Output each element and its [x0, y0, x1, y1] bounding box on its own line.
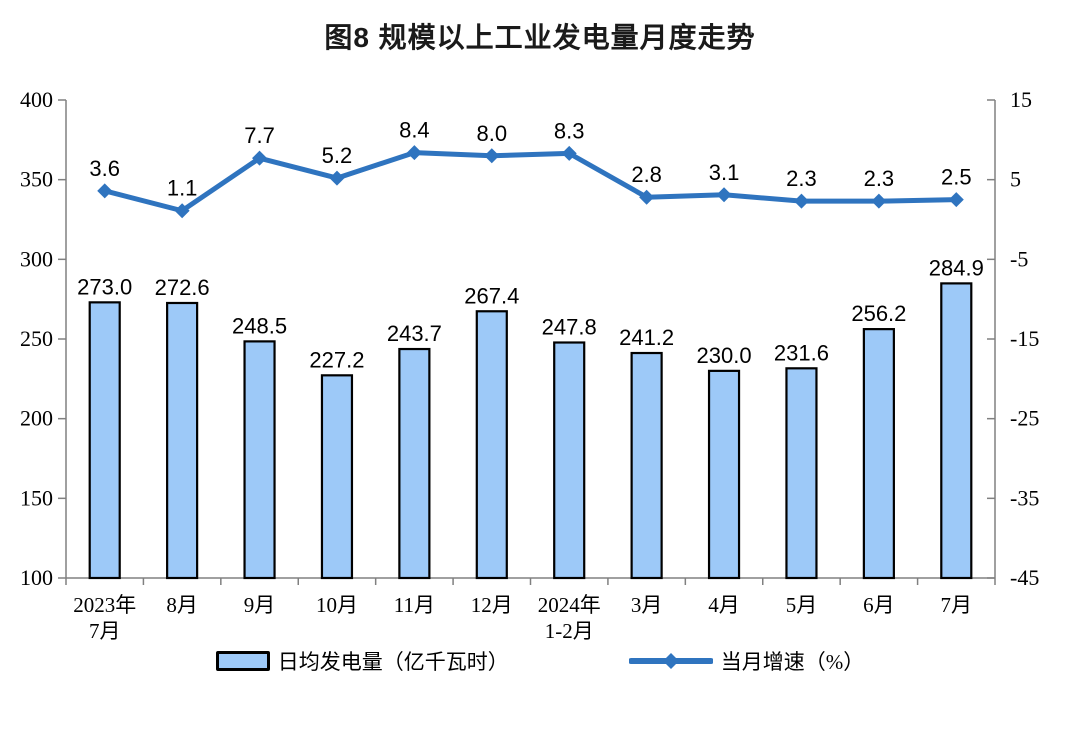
line-point-marker — [871, 193, 887, 209]
chart-title: 图8 规模以上工业发电量月度走势 — [324, 22, 756, 53]
x-category-label: 9月 — [244, 593, 276, 617]
x-category-label: 6月 — [863, 593, 895, 617]
right-axis-tick-label: -35 — [1010, 485, 1039, 510]
bar — [862, 328, 895, 580]
x-category-label: 4月 — [708, 593, 740, 617]
right-axis-tick-label: -15 — [1010, 326, 1039, 351]
bar — [630, 351, 663, 580]
line-point-marker — [793, 193, 809, 209]
x-category-label: 10月 — [316, 593, 358, 617]
bar-value-label: 284.9 — [929, 255, 984, 280]
line-point-marker — [329, 170, 345, 186]
left-axis-tick-label: 150 — [20, 485, 53, 510]
bar-value-label: 231.6 — [774, 340, 829, 365]
legend-bar-label: 日均发电量（亿千瓦时） — [277, 650, 509, 674]
line-point-marker — [174, 203, 190, 219]
bar-value-label: 272.6 — [155, 275, 210, 300]
chart-legend: 日均发电量（亿千瓦时） 当月增速（%） — [0, 646, 1080, 676]
line-point-marker — [948, 192, 964, 208]
bar — [166, 301, 199, 580]
bar — [320, 374, 354, 580]
line-value-label: 2.5 — [941, 165, 972, 190]
x-category-label: 7月 — [941, 593, 973, 617]
growth-line — [102, 150, 959, 214]
bar-value-label: 243.7 — [387, 321, 442, 346]
line-point-marker — [97, 183, 113, 199]
left-axis-tick-label: 100 — [20, 565, 53, 590]
line-value-label: 2.3 — [786, 166, 817, 191]
bar-value-label: 247.8 — [542, 315, 597, 340]
x-category-label: 12月 — [471, 593, 513, 617]
right-axis-tick-label: 15 — [1010, 87, 1032, 112]
line-point-marker — [406, 145, 422, 161]
x-category-label: 2023年 — [73, 593, 136, 617]
bar — [553, 341, 586, 580]
right-axis-tick-label: -25 — [1010, 406, 1039, 431]
bar-value-label: 267.4 — [464, 283, 519, 308]
left-axis-tick-label: 350 — [20, 167, 53, 192]
line-value-label: 8.0 — [476, 121, 507, 146]
bar — [707, 369, 741, 580]
right-axis-tick-label: -5 — [1010, 246, 1028, 271]
line-value-label: 7.7 — [244, 123, 275, 148]
right-axis-tick-label: 5 — [1010, 167, 1021, 192]
bar-value-label: 227.2 — [309, 347, 364, 372]
line-value-label: 2.3 — [864, 166, 895, 191]
bar — [88, 301, 121, 580]
left-axis-tick-label: 200 — [20, 406, 53, 431]
x-category-label: 8月 — [166, 593, 198, 617]
bar — [785, 367, 818, 580]
legend-line-label: 当月增速（%） — [720, 650, 865, 674]
line-value-label: 8.4 — [399, 118, 430, 143]
line-value-label: 5.2 — [322, 143, 353, 168]
line-value-label: 3.1 — [709, 160, 740, 185]
line-marker-swatch-icon — [628, 653, 713, 669]
line-point-marker — [252, 150, 268, 166]
bar — [475, 310, 508, 580]
bar-value-label: 256.2 — [851, 301, 906, 326]
line-point-marker — [561, 145, 577, 161]
right-axis-tick-label: -45 — [1010, 565, 1039, 590]
line-point-marker — [484, 148, 500, 164]
x-category-label: 3月 — [631, 593, 663, 617]
legend-item-line: 当月增速（%） — [628, 646, 865, 676]
x-category-label: 7月 — [89, 619, 121, 640]
line-value-label: 1.1 — [167, 176, 198, 201]
line-point-marker — [716, 187, 732, 203]
line-value-label: 3.6 — [89, 156, 120, 181]
bar — [398, 347, 431, 580]
chart-canvas: 400 350 300 250 200 150 100 15 5 -5 -15 -25 -35 -45 20… — [20, 87, 1039, 640]
bar — [940, 282, 973, 580]
bar-value-label: 273.0 — [77, 274, 132, 299]
x-category-label: 11月 — [394, 593, 435, 617]
x-category-label: 2024年 — [538, 593, 601, 617]
line-point-marker — [639, 189, 655, 205]
bar-value-label: 230.0 — [697, 343, 752, 368]
left-axis-tick-label: 400 — [20, 87, 53, 112]
bar-value-label: 248.5 — [232, 313, 287, 338]
bar-swatch-icon — [215, 651, 270, 671]
line-value-label: 2.8 — [631, 162, 662, 187]
bar — [243, 340, 276, 580]
x-category-label: 1-2月 — [545, 619, 594, 640]
x-category-label: 5月 — [786, 593, 818, 617]
legend-item-bar: 日均发电量（亿千瓦时） — [215, 646, 509, 676]
left-axis-tick-label: 300 — [20, 246, 53, 271]
line-value-label: 8.3 — [554, 118, 585, 143]
bar-value-label: 241.2 — [619, 325, 674, 350]
left-axis-tick-label: 250 — [20, 326, 53, 351]
